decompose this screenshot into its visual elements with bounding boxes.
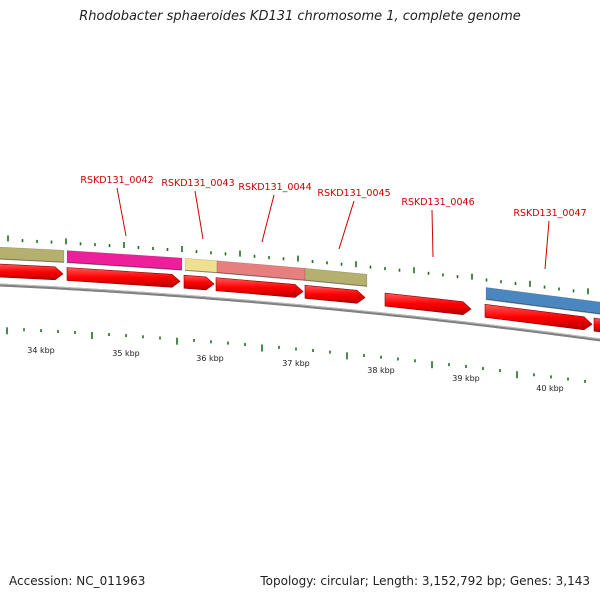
- callout-leader-line: [261, 194, 275, 243]
- feature-block-edge: [485, 298, 600, 315]
- callout-leader-line: [338, 200, 355, 250]
- gene-label[interactable]: RSKD131_0047: [513, 208, 586, 219]
- gene-arrow[interactable]: [304, 284, 366, 304]
- callout-leader-line: [116, 187, 127, 237]
- scale-label: 34 kbp: [27, 346, 55, 355]
- gene-arrow[interactable]: [66, 267, 181, 288]
- feature-block-edge: [216, 272, 306, 281]
- accession-text: Accession: NC_011963: [9, 574, 146, 588]
- genome-summary-text: Topology: circular; Length: 3,152,792 bp…: [260, 574, 590, 588]
- gene-label[interactable]: RSKD131_0046: [401, 197, 474, 208]
- feature-block-edge: [184, 269, 218, 274]
- feature-block-magenta[interactable]: [66, 250, 183, 271]
- backbone-highlight: [0, 283, 600, 340]
- outer-tick-marks: [7, 235, 589, 295]
- gene-track: [0, 263, 600, 333]
- gene-label[interactable]: RSKD131_0045: [317, 188, 390, 199]
- chromosome-backbone: [0, 283, 600, 342]
- feature-block-olive[interactable]: [304, 267, 368, 287]
- feature-block-edge: [304, 279, 368, 287]
- gene-arrow[interactable]: [384, 292, 472, 316]
- feature-block-olive[interactable]: [0, 246, 65, 263]
- genome-title: Rhodobacter sphaeroides KD131 chromosome…: [79, 9, 521, 24]
- backbone-line: [0, 283, 600, 342]
- feature-track: [0, 246, 600, 315]
- gene-callout[interactable]: RSKD131_0045: [317, 188, 391, 250]
- scale-label: 37 kbp: [282, 359, 310, 368]
- gene-arrow[interactable]: [0, 263, 64, 281]
- feature-block-edge: [0, 258, 65, 263]
- scale-labels: 34 kbp 35 kbp 36 kbp 37 kbp 38 kbp 39 kbp 40 k…: [27, 346, 564, 393]
- gene-arrow[interactable]: [484, 303, 593, 331]
- gene-callout[interactable]: RSKD131_0043: [161, 178, 235, 240]
- scale-label: 38 kbp: [367, 366, 395, 375]
- callout-leader-line: [431, 209, 434, 258]
- gene-label[interactable]: RSKD131_0043: [161, 178, 234, 189]
- scale-label: 39 kbp: [452, 374, 480, 383]
- scale-label: 35 kbp: [112, 349, 140, 358]
- gene-arrow[interactable]: [593, 317, 600, 333]
- callout-leader-line: [194, 190, 204, 240]
- gene-label[interactable]: RSKD131_0044: [238, 182, 311, 193]
- gene-callout[interactable]: RSKD131_0047: [513, 208, 587, 270]
- scale-label: 40 kbp: [536, 384, 564, 393]
- inner-tick-marks: [6, 327, 586, 383]
- gene-label[interactable]: RSKD131_0042: [80, 175, 153, 186]
- gene-arrow[interactable]: [215, 277, 304, 298]
- gene-callout[interactable]: RSKD131_0042: [80, 175, 154, 237]
- gene-callout[interactable]: RSKD131_0046: [401, 197, 475, 258]
- feature-block-edge: [66, 261, 183, 271]
- gene-callouts[interactable]: RSKD131_0042 RSKD131_0043 RSKD131_0044 RSKD…: [80, 175, 587, 270]
- scale-label: 36 kbp: [196, 354, 224, 363]
- gene-callout[interactable]: RSKD131_0044: [238, 182, 312, 243]
- feature-block-salmon[interactable]: [216, 260, 306, 281]
- callout-leader-line: [544, 220, 550, 270]
- gene-arrow[interactable]: [183, 274, 215, 291]
- feature-block-steel-blue[interactable]: [485, 287, 600, 315]
